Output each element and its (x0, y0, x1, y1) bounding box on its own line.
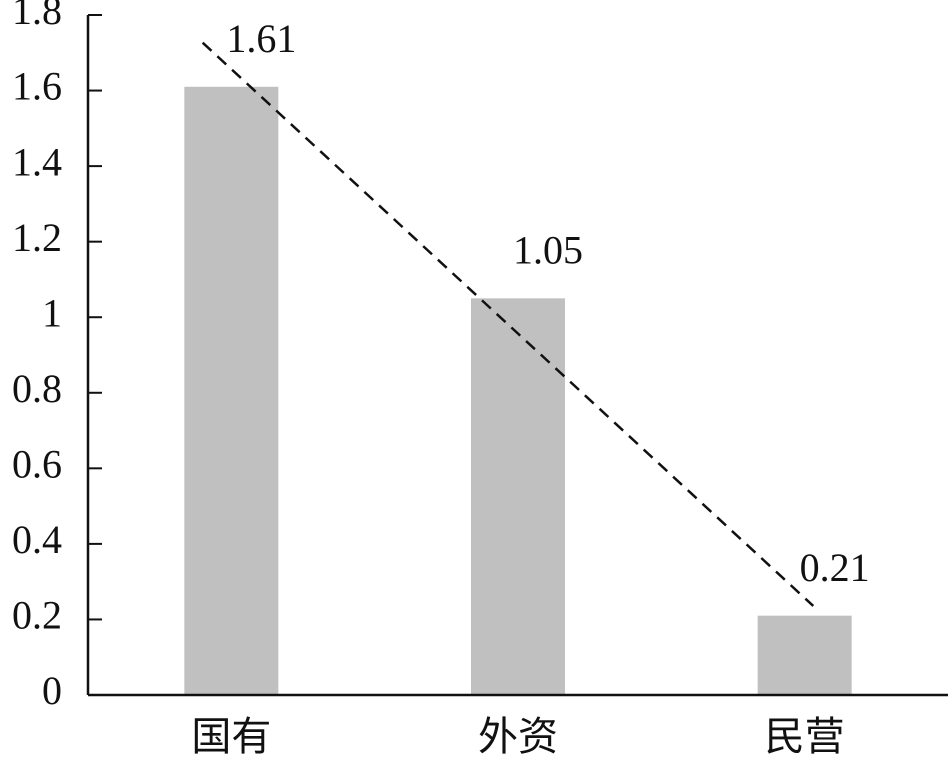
x-tick-label: 国有 (191, 714, 271, 759)
y-tick-label: 0.2 (12, 593, 62, 638)
value-label: 1.61 (226, 16, 296, 61)
y-tick-label: 1.8 (12, 0, 62, 33)
y-tick-label: 1.4 (12, 139, 62, 184)
x-tick-label: 民营 (765, 714, 845, 759)
bar (471, 298, 565, 695)
y-tick-label: 1.6 (12, 64, 62, 109)
bar (757, 615, 852, 695)
y-tick-label: 1.2 (12, 215, 62, 260)
y-tick-label: 0.6 (12, 442, 62, 487)
y-tick-label: 1 (42, 290, 62, 335)
bar (184, 86, 279, 696)
y-tick-label: 0.8 (12, 366, 62, 411)
y-tick-label: 0 (42, 668, 62, 713)
y-tick-label: 0.4 (12, 517, 62, 562)
x-tick-label: 外资 (478, 714, 558, 759)
value-label: 0.21 (800, 545, 870, 590)
value-label: 1.05 (513, 228, 583, 273)
